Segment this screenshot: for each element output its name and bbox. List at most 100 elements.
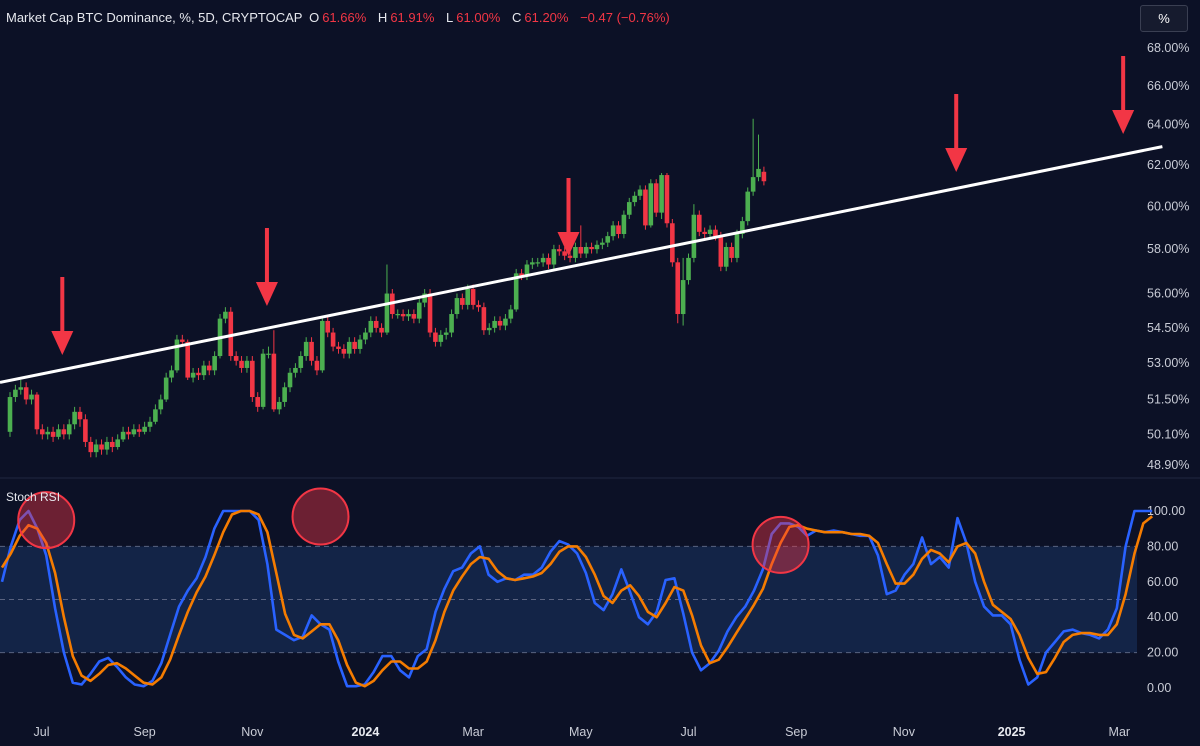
candle-body [675, 262, 681, 315]
down-arrow-marker [1112, 110, 1135, 134]
chart-header: Market Cap BTC Dominance, %, 5D, CRYPTOC… [6, 10, 678, 25]
candle-body [352, 341, 357, 349]
candle-body [519, 273, 524, 276]
candle-body [648, 183, 654, 226]
candle-body [185, 341, 191, 378]
candle-body [142, 426, 147, 432]
circle-highlight [17, 491, 76, 550]
candle-body [131, 429, 137, 435]
time-axis-label: Sep [785, 725, 807, 739]
candle-body [723, 246, 729, 267]
candle-body [110, 441, 115, 448]
candle-body [45, 431, 50, 435]
candle-body [406, 314, 411, 317]
candle-body [282, 387, 287, 402]
candle-body [718, 236, 724, 267]
candle-body [492, 320, 497, 328]
candle-body [481, 307, 487, 331]
candle-body [373, 320, 379, 328]
candle-body [153, 409, 158, 422]
candle-body [540, 257, 546, 263]
price-axis-label: 51.50% [1147, 392, 1189, 406]
candle-body [276, 401, 282, 410]
candle-body [18, 387, 24, 390]
candle-body [320, 320, 325, 371]
open-label: O [309, 10, 320, 25]
candle-body [66, 424, 72, 435]
candle-body [513, 273, 519, 310]
candle-body [626, 202, 632, 215]
candle-body [691, 214, 697, 258]
candle-body [298, 356, 304, 368]
candle-body [486, 327, 492, 331]
candle-body [416, 302, 422, 319]
candle-body [707, 229, 713, 234]
stoch-k-line [0, 509, 1153, 688]
candle-body [761, 171, 767, 182]
open-value: 61.66% [322, 10, 367, 25]
candle-body [589, 246, 594, 250]
candle-body [120, 431, 126, 440]
candle-body [745, 191, 751, 222]
candle-body [56, 429, 61, 437]
candle-body [653, 183, 659, 213]
candle-body [632, 195, 637, 203]
candle-body [169, 370, 174, 378]
candle-body [325, 320, 331, 333]
candle-body [659, 175, 664, 213]
candle-body [756, 168, 761, 178]
symbol-title[interactable]: Market Cap BTC Dominance, %, 5D, CRYPTOC… [6, 10, 303, 25]
candle-body [454, 298, 460, 315]
candle-body [433, 332, 438, 342]
candle-body [72, 411, 77, 425]
rsi-axis-label: 80.00 [1147, 539, 1178, 553]
candle-body [196, 372, 201, 376]
price-axis-label: 54.50% [1147, 321, 1189, 335]
time-axis-label: Nov [893, 725, 916, 739]
candle-body [567, 255, 573, 258]
price-axis-label: 60.00% [1147, 199, 1189, 213]
price-axis-label: 58.00% [1147, 242, 1189, 256]
candle-body [368, 320, 374, 333]
rsi-axis-label: 60.00 [1147, 575, 1178, 589]
candle-body [740, 221, 745, 234]
price-axis-label: 48.90% [1147, 458, 1189, 472]
time-axis-label: Mar [1109, 725, 1131, 739]
candle-body [734, 233, 740, 258]
high-label: H [377, 10, 388, 25]
candle-body [605, 236, 611, 243]
candle-body [460, 298, 465, 305]
candle-body [562, 251, 567, 256]
candle-body [206, 365, 212, 371]
candle-body [174, 339, 180, 371]
candle-body [696, 214, 702, 232]
candle-body [126, 431, 131, 435]
down-arrow-marker [945, 148, 968, 172]
price-axis-label: 64.00% [1147, 118, 1189, 132]
down-arrow-marker [51, 331, 74, 355]
candle-body [244, 360, 250, 368]
candle-body [535, 262, 541, 264]
candle-body [309, 341, 314, 361]
candle-body [23, 387, 29, 400]
candle-body [314, 360, 320, 371]
price-axis-label: 62.00% [1147, 158, 1189, 172]
candle-body [750, 177, 756, 192]
candle-body [147, 421, 153, 427]
candle-body [508, 309, 514, 319]
low-label: L [446, 10, 454, 25]
candle-body [115, 439, 120, 448]
down-arrow-marker [557, 232, 580, 256]
candle-body [443, 332, 449, 335]
rsi-axis-label: 20.00 [1147, 646, 1178, 660]
candle-body [610, 225, 616, 237]
candle-body [427, 293, 433, 333]
candle-body [422, 293, 427, 303]
percent-scale-button[interactable]: % [1140, 5, 1188, 32]
time-axis-label: Jul [681, 725, 697, 739]
candle-body [255, 397, 261, 407]
stoch-rsi-title[interactable]: Stoch RSI [6, 490, 61, 504]
circle-highlight [751, 515, 810, 574]
candle-body [163, 377, 169, 400]
